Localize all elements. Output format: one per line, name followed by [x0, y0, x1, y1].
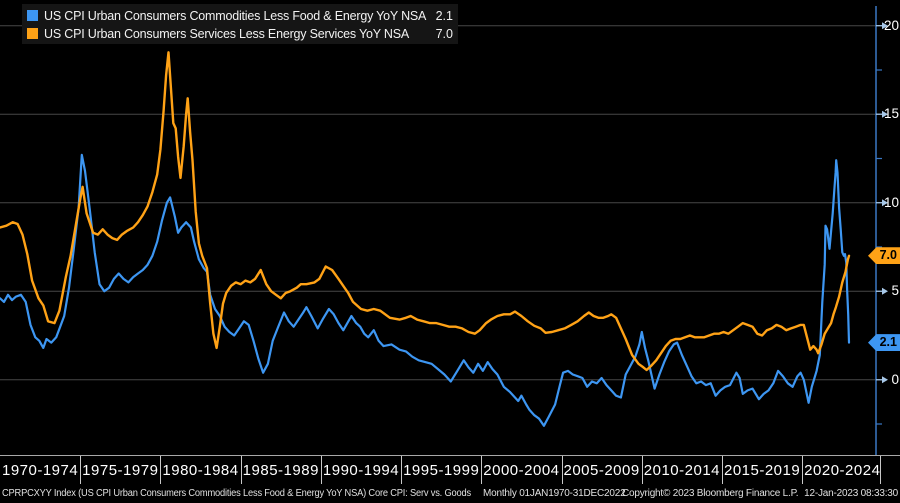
x-axis-decade-label: 1980-1984: [162, 462, 239, 479]
x-axis-separator: [160, 456, 162, 484]
y-axis-tick-arrow-icon: [882, 287, 888, 295]
status-bar: CPRPCXYY Index (US CPI Urban Consumers C…: [0, 486, 900, 503]
x-axis-decade-label: 2000-2004: [483, 462, 560, 479]
x-axis-decade-label: 1970-1974: [1, 462, 79, 479]
y-tick-label: 10: [883, 194, 899, 210]
x-axis-separator: [561, 456, 563, 484]
commodities-last-value-tag: 2.1: [868, 334, 900, 352]
y-axis-tick-arrow-icon: [882, 199, 888, 207]
x-axis-decade-label: 2010-2014: [643, 462, 721, 479]
y-tick-label: 0: [891, 371, 899, 387]
x-axis-decade-label: 1990-1994: [322, 462, 400, 479]
chart-plot-area: [0, 6, 888, 455]
y-axis-tick-arrow-icon: [882, 22, 888, 30]
x-axis-separator: [320, 456, 322, 484]
legend-last-value: 7.0: [435, 26, 453, 41]
x-axis-decade-label: 1975-1979: [82, 462, 159, 479]
legend-item-commodities[interactable]: US CPI Urban Consumers Commodities Less …: [27, 7, 453, 24]
x-axis-decade-label: 2015-2019: [723, 462, 801, 479]
y-tick-label: 5: [891, 283, 899, 299]
y-tick-label: 15: [883, 106, 899, 122]
y-axis-tick-arrow-icon: [882, 110, 888, 118]
x-axis-separator: [802, 456, 804, 484]
x-axis-decade-label: 2020-2024: [804, 462, 881, 479]
x-axis-decade-label: 1985-1989: [242, 462, 319, 479]
frequency-range: Monthly 01JAN1970-31DEC2022: [483, 488, 626, 499]
x-axis-separator: [481, 456, 483, 484]
x-axis-separator: [240, 456, 242, 484]
x-axis-separator: [641, 456, 643, 484]
copyright-notice: Copyright© 2023 Bloomberg Finance L.P.: [622, 488, 799, 499]
series-line-commodities: [0, 153, 851, 427]
y-axis-tick-arrow-icon: [882, 376, 888, 384]
x-axis-separator: [80, 456, 82, 484]
services-last-value-tag: 7.0: [868, 247, 900, 265]
legend-item-services[interactable]: US CPI Urban Consumers Services Less Ene…: [27, 25, 453, 42]
commodities-series-swatch-icon: [27, 10, 38, 21]
series-line-services: [0, 51, 851, 372]
x-axis-decade-label: 1995-1999: [403, 462, 480, 479]
legend-label: US CPI Urban Consumers Services Less Ene…: [44, 26, 410, 41]
legend-last-value: 2.1: [435, 8, 453, 23]
ticker-description: CPRPCXYY Index (US CPI Urban Consumers C…: [2, 488, 471, 499]
x-axis-separator: [401, 456, 403, 484]
legend-label: US CPI Urban Consumers Commodities Less …: [44, 8, 427, 23]
timestamp: 12-Jan-2023 08:33:30: [804, 488, 898, 499]
x-axis-separator: [722, 456, 723, 484]
y-tick-label: 20: [883, 17, 899, 33]
x-axis-separator: [879, 456, 881, 484]
chart-legend: US CPI Urban Consumers Commodities Less …: [22, 4, 458, 44]
x-axis-strip: 1970-1974 1975-1979 1980-1984 1985-1989 1990…: [0, 455, 900, 485]
x-axis-decade-label: 2005-2009: [563, 462, 640, 479]
services-series-swatch-icon: [27, 28, 38, 39]
